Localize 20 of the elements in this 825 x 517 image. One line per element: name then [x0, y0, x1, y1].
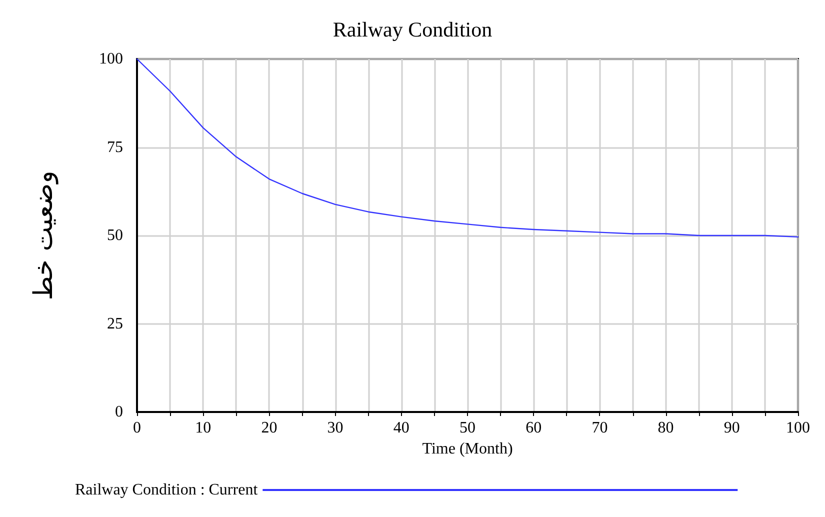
x-tick-label: 30: [327, 420, 344, 436]
y-tick-label: 50: [107, 227, 123, 244]
x-tick-label: 10: [195, 420, 212, 436]
y-tick-label: 25: [107, 315, 123, 332]
x-tick-label: 50: [460, 420, 476, 436]
x-tick-label: 20: [261, 420, 278, 436]
x-tick-label: 0: [133, 420, 141, 436]
x-tick-label: 60: [526, 420, 542, 436]
text: Railway Condition : Current: [74, 482, 258, 498]
y-tick-label: 100: [99, 50, 123, 68]
x-tick-label: 80: [658, 420, 674, 436]
x-axis-title: Time (Month): [422, 440, 513, 458]
y-tick-label: 75: [107, 138, 123, 156]
x-tick-label: 40: [393, 420, 410, 436]
x-tick-label: 90: [724, 420, 740, 436]
x-tick-label: 70: [592, 420, 608, 436]
x-tick-label: 100: [786, 420, 810, 436]
chart-title: Railway Condition: [332, 18, 493, 42]
y-axis-title: وضعیت خط: [29, 170, 59, 300]
y-tick-label: 0: [115, 404, 123, 420]
